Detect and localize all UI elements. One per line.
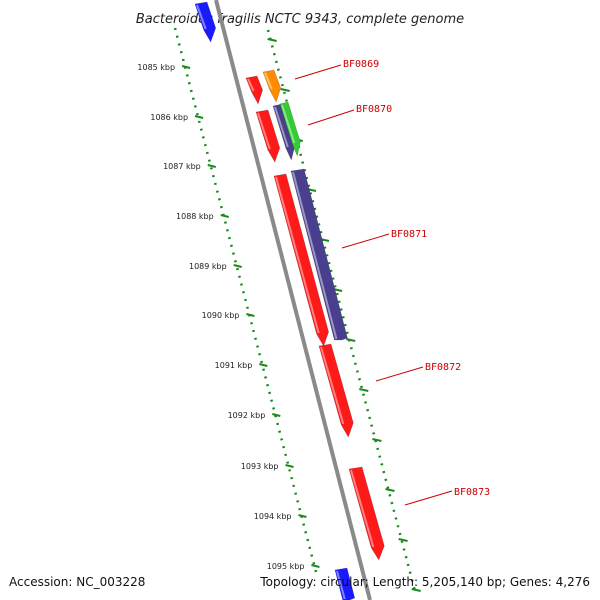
gene-red-3-highlight [275,176,320,334]
gene-label[interactable]: BF0871 [391,229,427,240]
gene-label[interactable]: BF0872 [425,362,461,373]
gene-label[interactable]: BF0870 [356,104,392,115]
gene-bf0872 [318,343,354,438]
gene-bf0873 [348,466,385,561]
kbp-label: 1091 kbp [215,361,253,370]
gene-bf0870-highlight [281,104,296,144]
gene-bf0872-highlight [320,346,345,425]
gene-leader-line [404,490,453,506]
outer-tick [398,538,408,542]
gene-bf0870 [279,101,301,158]
kbp-tick [311,564,320,568]
gene-blue-top [194,1,217,43]
outer-tick [280,88,290,92]
map-title: Bacteroides fragilis NCTC 9343, complete… [136,12,464,27]
gene-label[interactable]: BF0869 [343,59,379,70]
kbp-tick [194,115,204,119]
kbp-label: 1095 kbp [267,562,305,571]
backbone-line [214,0,372,600]
gene-red-2-highlight [257,112,271,150]
genome-backbone [214,0,372,600]
gene-red-3 [273,173,329,347]
gene-leader-line [294,64,342,80]
kbp-tick [259,363,268,367]
gene-leader-line [307,109,355,126]
kbp-label: 1089 kbp [189,262,227,271]
kbp-tick [272,413,281,417]
gene-bf0869 [262,69,282,103]
kbp-label: 1093 kbp [241,462,279,471]
outer-tick [385,488,395,492]
gene-red-1-highlight [247,78,255,92]
kbp-tick [246,313,255,317]
topology-text: Topology: circular; Length: 5,205,140 bp… [259,575,590,589]
gene-blue-top-highlight [196,4,207,30]
outer-tick [359,388,369,392]
kbp-tick [298,514,307,518]
gene-blue-bottom-highlight [336,570,346,600]
gene-bf0871-highlight [292,171,338,340]
gene-leader-line [375,366,424,382]
kbp-tick [207,164,217,168]
accession-text: Accession: NC_003228 [9,575,145,589]
gene-bf0869-highlight [264,72,273,90]
outer-tick [411,588,421,592]
inner-ruler [173,27,318,573]
kbp-tick [233,264,242,268]
gene-red-1 [245,75,263,105]
gene-purple-1-highlight [274,106,289,148]
kbp-tick [181,65,191,69]
gene-bf0873-highlight [350,469,375,548]
kbp-label: 1088 kbp [176,212,214,221]
gene-label[interactable]: BF0873 [454,487,490,498]
kbp-label: 1092 kbp [228,411,266,420]
kbp-tick [220,214,229,218]
gene-features [194,1,385,600]
gene-leader-line [341,233,390,249]
outer-tick [372,438,382,442]
kbp-tick [285,464,294,468]
kbp-label: 1087 kbp [163,162,201,171]
kbp-label: 1090 kbp [202,311,240,320]
kbp-label: 1086 kbp [150,113,188,122]
gene-red-2 [255,109,281,163]
gene-blue-bottom [334,567,356,600]
kbp-label: 1085 kbp [137,63,175,72]
outer-tick [345,338,356,342]
kbp-labels: 1085 kbp 1086 kbp 1087 kbp 1088 kbp 1089 kbp… [137,63,320,571]
gene-bf0871 [290,168,348,341]
gene-label-leaders: BF0869 BF0870 BF0871 BF0872 BF0873 [294,59,490,506]
outer-tick [267,38,277,42]
kbp-label: 1094 kbp [254,512,292,521]
